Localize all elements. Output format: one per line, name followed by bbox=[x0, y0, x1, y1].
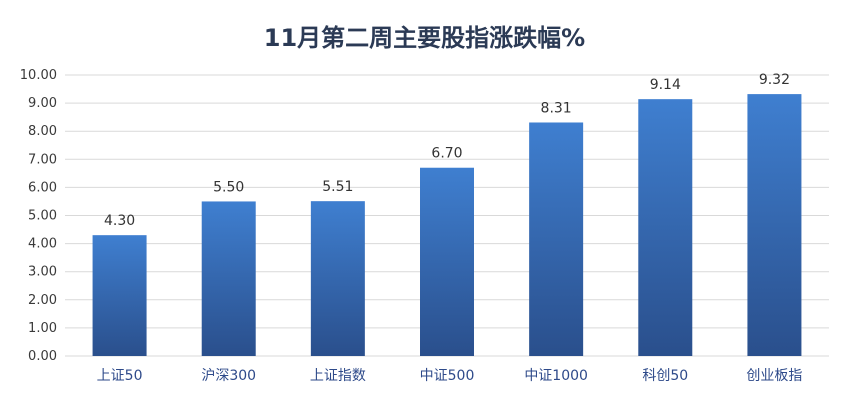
chart-title: 11月第二周主要股指涨跌幅% bbox=[263, 24, 586, 52]
y-tick-label: 8.00 bbox=[28, 124, 57, 139]
x-tick-label: 中证500 bbox=[420, 368, 475, 384]
data-label: 9.14 bbox=[650, 77, 681, 93]
y-tick-label: 10.00 bbox=[20, 68, 57, 83]
bar bbox=[310, 201, 365, 356]
bar bbox=[201, 201, 256, 356]
data-label: 9.32 bbox=[759, 72, 790, 88]
bar bbox=[529, 122, 584, 356]
bar bbox=[638, 99, 693, 356]
data-label: 4.30 bbox=[104, 213, 135, 229]
bar bbox=[747, 94, 802, 356]
y-tick-label: 6.00 bbox=[28, 180, 57, 195]
data-label: 6.70 bbox=[431, 146, 462, 162]
y-tick-label: 5.00 bbox=[28, 209, 57, 224]
data-label: 8.31 bbox=[541, 100, 572, 116]
x-tick-label: 中证1000 bbox=[524, 368, 588, 384]
bar bbox=[92, 235, 147, 356]
x-tick-label: 创业板指 bbox=[746, 368, 802, 384]
y-tick-label: 0.00 bbox=[28, 349, 57, 364]
bar bbox=[420, 167, 474, 356]
x-tick-label: 沪深300 bbox=[201, 368, 256, 384]
y-tick-label: 9.00 bbox=[28, 96, 57, 111]
x-tick-label: 上证50 bbox=[97, 368, 143, 384]
data-label: 5.51 bbox=[322, 179, 353, 195]
y-tick-label: 3.00 bbox=[28, 265, 57, 280]
y-tick-label: 2.00 bbox=[28, 293, 57, 308]
data-label: 5.50 bbox=[213, 179, 244, 195]
y-tick-label: 4.00 bbox=[28, 237, 57, 252]
x-tick-label: 上证指数 bbox=[310, 368, 366, 384]
y-tick-label: 1.00 bbox=[28, 321, 57, 336]
x-tick-label: 科创50 bbox=[642, 368, 688, 384]
y-tick-label: 7.00 bbox=[28, 152, 57, 167]
